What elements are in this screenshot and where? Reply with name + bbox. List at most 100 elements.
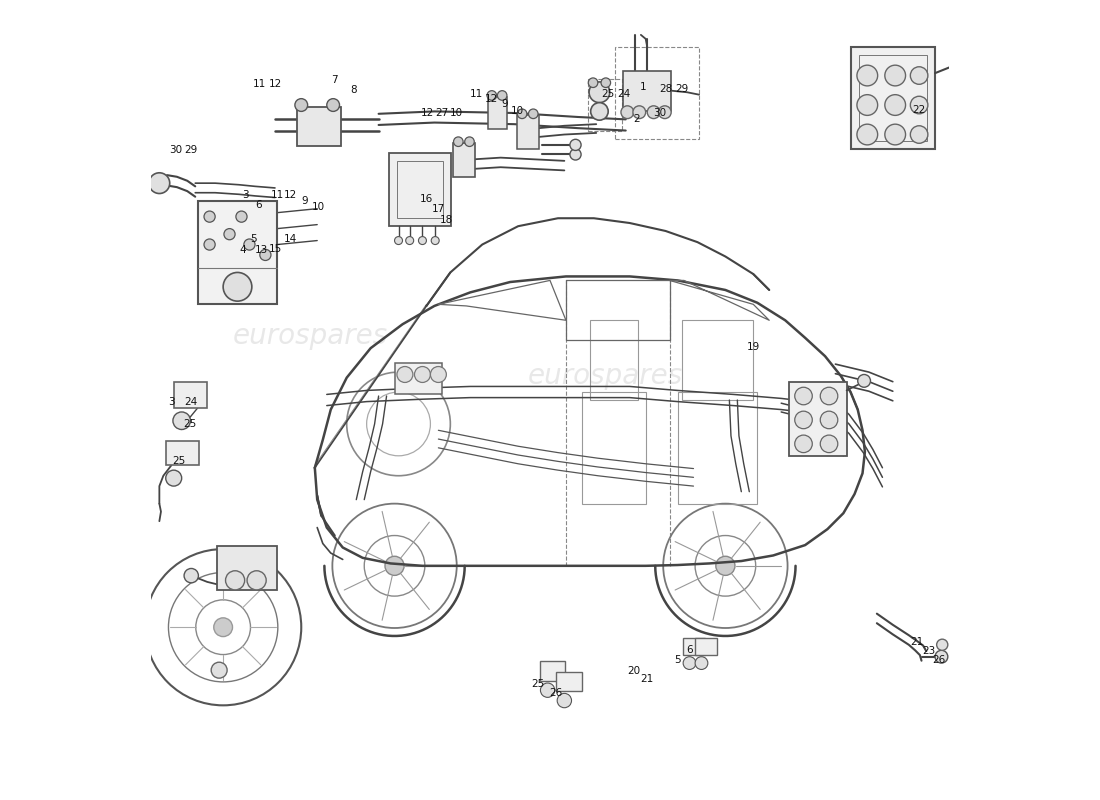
Text: 6: 6 — [255, 201, 262, 210]
Circle shape — [937, 639, 948, 650]
Text: 12: 12 — [420, 108, 433, 118]
Circle shape — [858, 374, 870, 387]
Circle shape — [395, 237, 403, 245]
Text: 4: 4 — [240, 245, 246, 255]
Text: 14: 14 — [284, 234, 297, 244]
Circle shape — [716, 556, 735, 575]
Text: 21: 21 — [640, 674, 653, 684]
Text: 21: 21 — [910, 637, 923, 646]
Bar — [395, 363, 442, 394]
Circle shape — [794, 435, 812, 453]
Circle shape — [204, 211, 216, 222]
Circle shape — [695, 657, 708, 670]
Text: 20: 20 — [627, 666, 640, 676]
Text: 12: 12 — [484, 94, 497, 104]
Text: 24: 24 — [185, 398, 198, 407]
Text: 9: 9 — [301, 196, 308, 206]
Bar — [588, 78, 621, 130]
Text: 17: 17 — [432, 205, 446, 214]
Circle shape — [911, 126, 928, 143]
Text: 23: 23 — [922, 646, 935, 656]
Circle shape — [884, 94, 905, 115]
Circle shape — [248, 570, 266, 590]
Circle shape — [430, 366, 447, 382]
Circle shape — [211, 662, 227, 678]
Circle shape — [857, 65, 878, 86]
Circle shape — [497, 90, 507, 100]
Circle shape — [857, 94, 878, 115]
Text: eurospares: eurospares — [233, 322, 388, 350]
Text: 5: 5 — [674, 655, 681, 665]
Text: 12: 12 — [284, 190, 297, 200]
Text: 25: 25 — [173, 455, 186, 466]
Circle shape — [464, 137, 474, 146]
Circle shape — [213, 618, 232, 637]
Bar — [624, 70, 671, 110]
Circle shape — [570, 139, 581, 150]
Bar — [174, 382, 207, 408]
Text: 28: 28 — [659, 84, 672, 94]
Text: 11: 11 — [271, 190, 284, 200]
Text: 26: 26 — [933, 655, 946, 665]
Circle shape — [204, 239, 216, 250]
Text: 2: 2 — [632, 114, 639, 124]
Bar — [540, 662, 565, 681]
Text: 10: 10 — [510, 106, 524, 116]
Circle shape — [148, 173, 169, 194]
Circle shape — [385, 556, 404, 575]
Bar — [590, 320, 638, 400]
Bar — [695, 638, 717, 655]
Text: 25: 25 — [531, 679, 544, 689]
Circle shape — [884, 124, 905, 145]
Bar — [789, 382, 847, 456]
Circle shape — [166, 470, 182, 486]
Circle shape — [911, 66, 928, 84]
Bar — [557, 672, 582, 691]
Circle shape — [794, 387, 812, 405]
Text: 27: 27 — [434, 108, 448, 118]
Circle shape — [224, 229, 235, 240]
Text: 25: 25 — [183, 419, 196, 429]
Circle shape — [528, 109, 538, 118]
Circle shape — [621, 106, 634, 118]
Bar — [389, 153, 451, 226]
Bar — [615, 47, 700, 138]
Bar — [517, 115, 539, 149]
Text: 25: 25 — [602, 89, 615, 99]
Circle shape — [260, 250, 271, 261]
Bar — [859, 55, 927, 141]
Circle shape — [453, 137, 463, 146]
Text: 30: 30 — [653, 108, 667, 118]
Bar — [397, 161, 443, 218]
Circle shape — [540, 683, 554, 698]
Text: 10: 10 — [312, 202, 326, 212]
Text: 5: 5 — [250, 234, 256, 244]
Circle shape — [517, 109, 527, 118]
Bar — [851, 47, 935, 149]
Text: 12: 12 — [268, 78, 282, 89]
Text: 1: 1 — [640, 82, 647, 93]
Circle shape — [397, 366, 412, 382]
Bar — [453, 143, 475, 177]
Circle shape — [794, 411, 812, 429]
Circle shape — [226, 570, 244, 590]
Bar — [682, 320, 754, 400]
Text: 13: 13 — [255, 245, 268, 255]
Circle shape — [647, 106, 660, 118]
Circle shape — [821, 387, 838, 405]
Circle shape — [184, 569, 198, 583]
Circle shape — [418, 237, 427, 245]
Text: 11: 11 — [470, 89, 483, 99]
Circle shape — [406, 237, 414, 245]
Text: 18: 18 — [440, 215, 453, 225]
Text: 29: 29 — [675, 84, 689, 94]
Text: 22: 22 — [913, 105, 926, 115]
Bar — [683, 638, 705, 655]
Bar — [166, 442, 199, 466]
Text: 10: 10 — [450, 108, 462, 118]
Circle shape — [588, 78, 597, 87]
Text: 7: 7 — [331, 74, 338, 85]
Bar — [297, 106, 341, 146]
Circle shape — [244, 239, 255, 250]
Circle shape — [821, 435, 838, 453]
